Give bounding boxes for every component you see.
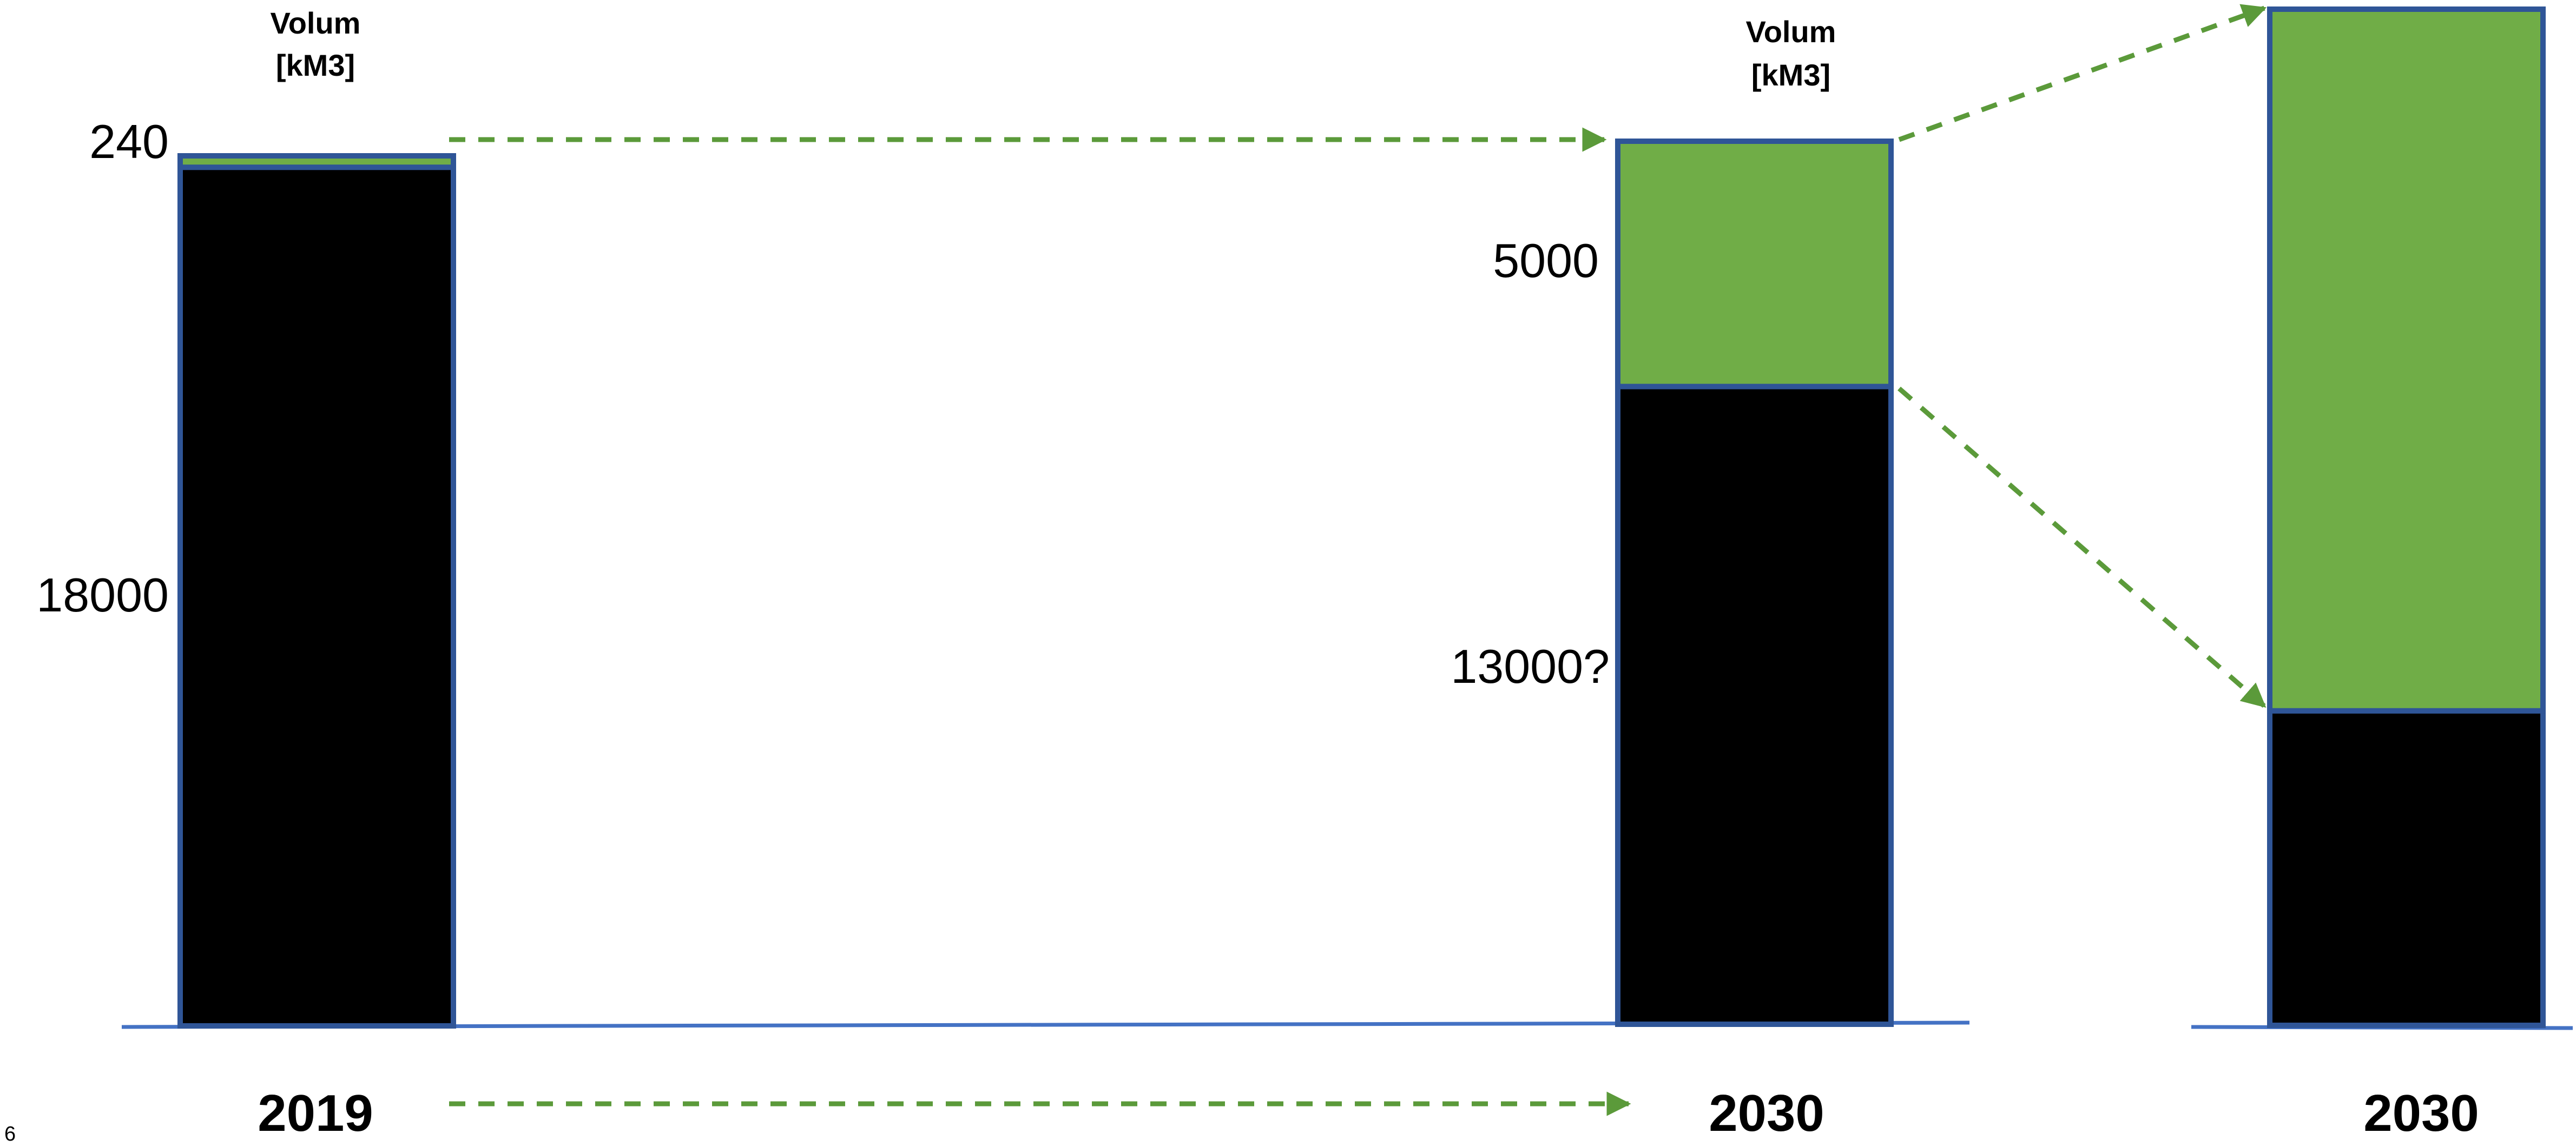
bar-2030-header-line1: Volum (1746, 15, 1836, 49)
bar-2030-alt-fossil-segment (2267, 708, 2546, 1028)
year-label-2030: 2030 (1709, 1084, 1824, 1142)
arrow-2030-top-to-alt-top (1898, 4, 2267, 142)
bar-2030-alt-green-segment (2267, 6, 2546, 714)
bar-2019-green-label: 240 (89, 115, 169, 168)
bar-2030-green-label: 5000 (1493, 234, 1599, 287)
year-label-2019: 2019 (258, 1084, 373, 1142)
page-number: 6 (4, 1123, 16, 1145)
bar-2030-header-line2: [kM3] (1751, 58, 1830, 92)
bar-2019-fossil-segment (177, 164, 456, 1029)
bar-2019-green-segment (177, 153, 456, 170)
arrow-2030-split-to-alt-split (1898, 386, 2267, 708)
bar-2030-fossil-segment (1615, 384, 1894, 1027)
year-label-2030-alt: 2030 (2363, 1084, 2479, 1142)
bar-2030-green-segment (1615, 139, 1894, 390)
bar-2019-header-line1: Volum (271, 6, 361, 40)
bar-2019-fossil-label: 18000 (36, 568, 169, 622)
bar-2030-fossil-label: 13000? (1451, 640, 1610, 693)
bar-2019-header-line2: [kM3] (276, 48, 355, 82)
